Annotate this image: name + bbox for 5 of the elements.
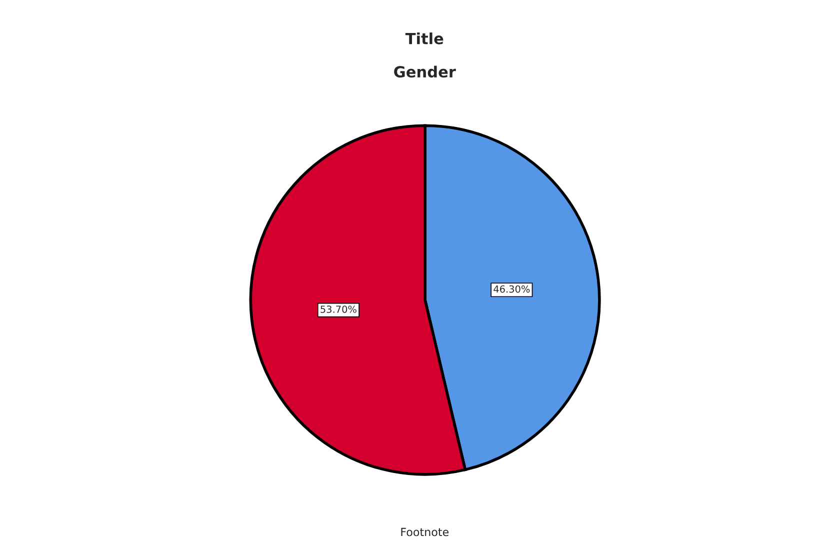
text: Footnote [401, 528, 449, 536]
data-label: 46.30% [494, 285, 530, 293]
chart-subtitle: Gender [394, 66, 456, 78]
chart-title: Title [405, 32, 444, 44]
data-label: 53.70% [320, 306, 356, 313]
